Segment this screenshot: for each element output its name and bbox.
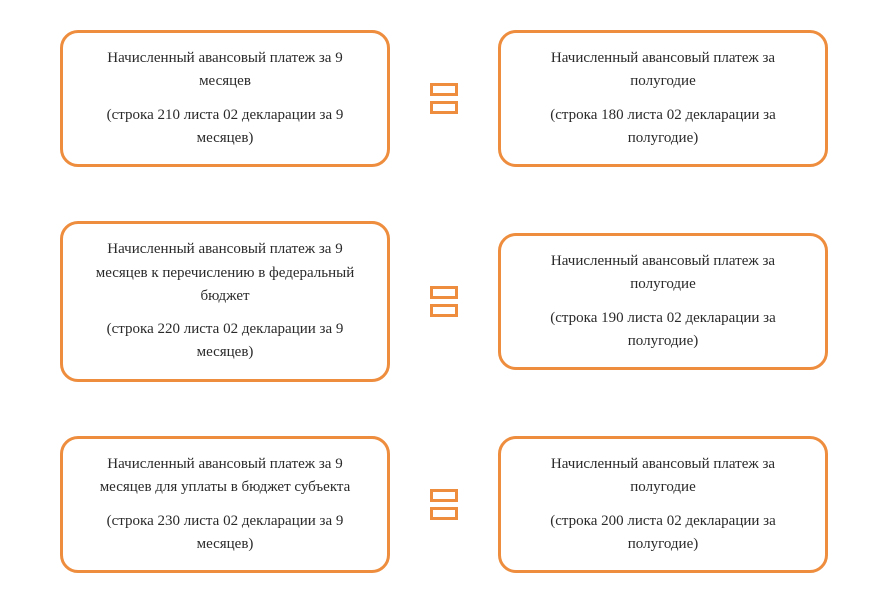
box-subtitle: (строка 190 листа 02 декларации за полуг… xyxy=(519,307,807,354)
box-subtitle: (строка 230 листа 02 декларации за 9 мес… xyxy=(81,510,369,557)
left-box: Начисленный авансовый платеж за 9 месяце… xyxy=(60,436,390,573)
box-subtitle: (строка 180 листа 02 декларации за полуг… xyxy=(519,104,807,151)
equals-bar xyxy=(430,304,458,317)
left-box: Начисленный авансовый платеж за 9 месяце… xyxy=(60,221,390,381)
diagram-row: Начисленный авансовый платеж за 9 месяце… xyxy=(60,221,828,381)
equals-bar xyxy=(430,507,458,520)
box-subtitle: (строка 200 листа 02 декларации за полуг… xyxy=(519,510,807,557)
right-box: Начисленный авансовый платеж за полугоди… xyxy=(498,233,828,370)
right-box: Начисленный авансовый платеж за полугоди… xyxy=(498,436,828,573)
box-title: Начисленный авансовый платеж за полугоди… xyxy=(519,47,807,94)
equals-bar xyxy=(430,83,458,96)
equals-bar xyxy=(430,286,458,299)
diagram-row: Начисленный авансовый платеж за 9 месяце… xyxy=(60,30,828,167)
diagram-row: Начисленный авансовый платеж за 9 месяце… xyxy=(60,436,828,573)
box-title: Начисленный авансовый платеж за 9 месяце… xyxy=(81,453,369,500)
left-box: Начисленный авансовый платеж за 9 месяце… xyxy=(60,30,390,167)
equals-icon xyxy=(424,83,464,114)
box-title: Начисленный авансовый платеж за 9 месяце… xyxy=(81,238,369,308)
box-title: Начисленный авансовый платеж за полугоди… xyxy=(519,250,807,297)
equals-bar xyxy=(430,489,458,502)
equals-icon xyxy=(424,286,464,317)
box-title: Начисленный авансовый платеж за полугоди… xyxy=(519,453,807,500)
box-subtitle: (строка 210 листа 02 декларации за 9 мес… xyxy=(81,104,369,151)
equals-icon xyxy=(424,489,464,520)
equals-bar xyxy=(430,101,458,114)
box-title: Начисленный авансовый платеж за 9 месяце… xyxy=(81,47,369,94)
right-box: Начисленный авансовый платеж за полугоди… xyxy=(498,30,828,167)
box-subtitle: (строка 220 листа 02 декларации за 9 мес… xyxy=(81,318,369,365)
